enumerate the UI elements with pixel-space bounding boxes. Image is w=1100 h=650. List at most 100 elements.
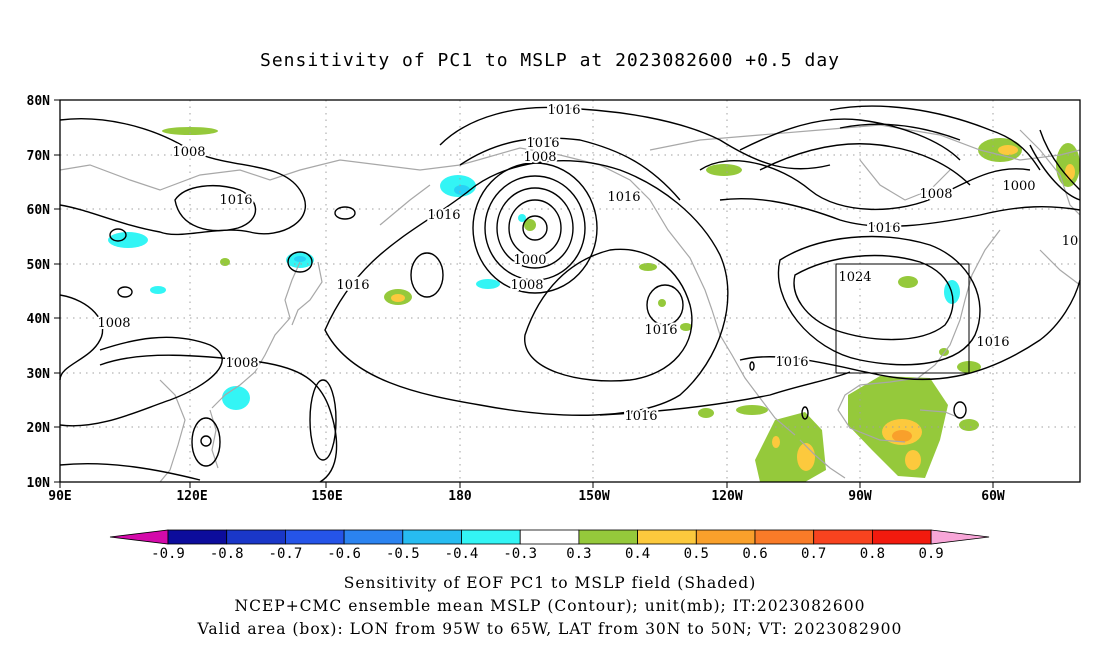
shade-patch (294, 256, 306, 262)
contour-label: 1016 (867, 221, 900, 236)
lon-label: 120E (176, 489, 207, 504)
contour-label: 1008 (172, 145, 205, 160)
coastline-kamchatka (379, 184, 431, 226)
shade-patch (108, 232, 148, 248)
colorbar: -0.9 -0.8 -0.7 -0.6 -0.5 -0.4 -0.3 0.3 0.4 0.5 0.6… (109, 529, 990, 562)
coastline-central-america (799, 439, 846, 479)
shade-patch (998, 145, 1018, 155)
shade-patch (150, 286, 166, 294)
colorbar-label: 0.6 (742, 546, 767, 562)
colorbar-cell (872, 529, 932, 545)
contour-line (739, 279, 1081, 381)
contour-label: 1016 (427, 208, 460, 223)
coastline-se-asia (159, 379, 186, 483)
contour-label: 1016 (219, 193, 252, 208)
colorbar-label: -0.8 (210, 546, 244, 562)
contour-line (174, 185, 256, 232)
contour-line (801, 406, 809, 420)
lat-label: 60N (27, 203, 51, 218)
contour-line (522, 215, 548, 241)
colorbar-cell (402, 529, 462, 545)
coastline-canada (649, 124, 1081, 161)
shade-patch (797, 443, 815, 471)
contour-line (739, 118, 961, 161)
contour-line (1039, 129, 1081, 191)
lat-label: 20N (27, 421, 51, 436)
contour-line (191, 417, 221, 467)
contour-label: 1008 (97, 316, 130, 331)
colorbar-label: 0.4 (625, 546, 650, 562)
colorbar-arrow-right (930, 529, 990, 545)
shade-patch (736, 405, 768, 415)
shade-patch (220, 258, 230, 266)
lon-label: 90W (848, 489, 872, 504)
lon-label: 180 (448, 489, 472, 504)
colorbar-cell (754, 529, 815, 545)
shade-patch (680, 323, 692, 331)
lat-label: 80N (27, 94, 51, 109)
colorbar-cell (695, 529, 756, 545)
contour-line (524, 248, 693, 382)
contour-line (99, 354, 338, 483)
contour-line (459, 137, 681, 201)
colorbar-cell (461, 529, 521, 545)
sensitivity-map: 1016 1016 1008 1008 1016 1016 1000 1008 … (27, 94, 1081, 562)
contour-label: 1008 (919, 187, 952, 202)
caption-line-1: Sensitivity of EOF PC1 to MSLP field (Sh… (343, 574, 757, 592)
colorbar-arrow-left (109, 529, 169, 545)
contour-line (309, 379, 337, 461)
contour-line (508, 199, 562, 257)
contour-line (953, 401, 967, 419)
contour-label: 1000 (1002, 179, 1035, 194)
colorbar-label: -0.6 (327, 546, 361, 562)
contour-line (759, 143, 971, 186)
plot-border (59, 99, 1081, 483)
coastline-gulf (837, 377, 919, 443)
contour-line (484, 175, 586, 281)
coastline-alaska (477, 147, 713, 311)
contour-line (599, 371, 851, 416)
contour-line (109, 228, 127, 242)
contour-line (324, 160, 729, 416)
contour-line (839, 123, 961, 141)
contour-line (777, 235, 981, 366)
contour-line (287, 251, 313, 273)
contour-label: 1016 (547, 103, 580, 118)
contour-label: 1008 (523, 150, 556, 165)
lon-label: 150W (578, 489, 609, 504)
contour-label: 1008 (225, 356, 258, 371)
lon-label: 90E (48, 489, 71, 504)
coastline-asia-east (211, 261, 301, 409)
lon-label: 150E (311, 489, 342, 504)
valid-area-box (835, 263, 970, 374)
lat-label: 50N (27, 258, 51, 273)
contour-line (472, 162, 598, 294)
colorbar-label: 0.7 (801, 546, 826, 562)
contour-label: 1016 (607, 190, 640, 205)
contour-label: 10 (1062, 234, 1079, 249)
caption-line-3: Valid area (box): LON from 95W to 65W, L… (197, 620, 903, 638)
contour-label: 1016 (976, 335, 1009, 350)
shade-patch (162, 127, 218, 135)
contour-line (59, 462, 201, 481)
lat-label: 30N (27, 367, 51, 382)
colorbar-label: 0.5 (684, 546, 709, 562)
coastline-hudson (859, 159, 951, 201)
contour-label: 1000 (513, 253, 546, 268)
contour-label: 1008 (510, 278, 543, 293)
colorbar-cell (813, 529, 873, 545)
colorbar-cell (284, 529, 345, 545)
coastline-asia (59, 159, 479, 191)
shade-patch (772, 436, 780, 448)
contour-line (200, 435, 212, 447)
colorbar-cell (578, 529, 639, 545)
shade-patch (222, 386, 250, 410)
colorbar-label: -0.9 (151, 546, 185, 562)
colorbar-cell (519, 529, 580, 545)
colorbar-label: -0.4 (445, 546, 479, 562)
contour-label: 1016 (336, 278, 369, 293)
shade-patch (476, 279, 500, 289)
mslp-contours (59, 105, 1081, 483)
colorbar-label: -0.5 (386, 546, 420, 562)
caption-line-2: NCEP+CMC ensemble mean MSLP (Contour); u… (234, 597, 866, 615)
